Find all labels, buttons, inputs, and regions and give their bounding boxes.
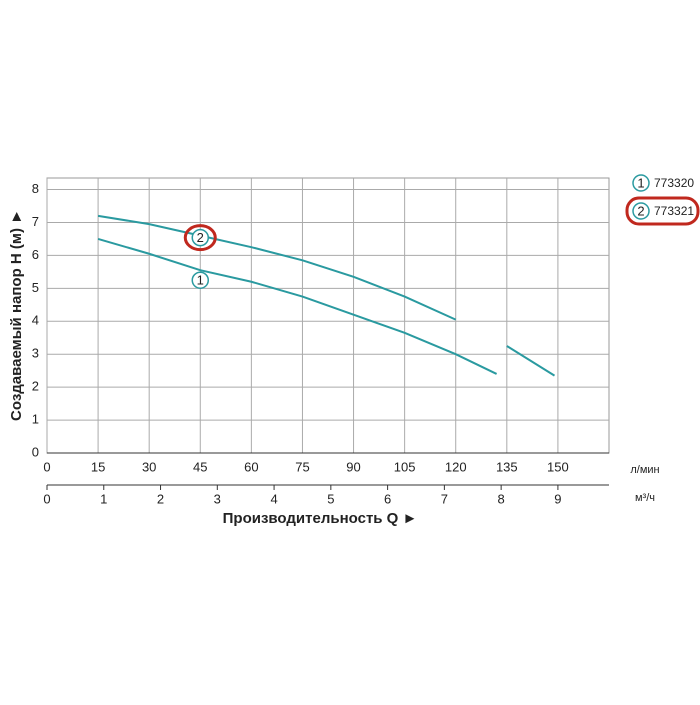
x-tick-label: 60 (244, 459, 258, 474)
plot-frame (46, 177, 610, 454)
x-tick-label: 45 (193, 459, 207, 474)
x-tick-label: 30 (142, 459, 156, 474)
series-line (97, 237, 498, 375)
x-tick-label: 0 (43, 459, 50, 474)
y-tick-label: 0 (32, 444, 39, 459)
x2-tick-label: 3 (214, 491, 221, 506)
x2-tick-label: 5 (327, 491, 334, 506)
y-tick-label: 1 (32, 412, 39, 427)
legend-highlight (625, 196, 700, 226)
x2-tick-label: 4 (270, 491, 277, 506)
x-tick-label: 150 (547, 459, 569, 474)
x2-tick-label: 0 (43, 491, 50, 506)
highlight-ring (183, 224, 217, 252)
marker-label: 1 (637, 175, 644, 190)
y-axis-label: Создаваемый напор H (м) ► (8, 209, 25, 421)
marker-circle (191, 271, 210, 289)
y-tick-label: 8 (32, 181, 39, 196)
x-axis-label: Производительность Q ► (223, 510, 418, 527)
y-tick-label: 2 (32, 379, 39, 394)
x-tick-label: 105 (394, 459, 416, 474)
x-unit: л/мин (630, 464, 659, 476)
x2-tick-label: 9 (554, 491, 561, 506)
x-tick-label: 90 (346, 459, 360, 474)
x2-tick-label: 8 (498, 491, 505, 506)
y-tick-label: 7 (32, 214, 39, 229)
x2-unit: м³/ч (635, 492, 655, 504)
x-tick-label: 120 (445, 459, 467, 474)
x-tick-label: 15 (91, 459, 105, 474)
x2-tick-label: 6 (384, 491, 391, 506)
marker-circle (191, 228, 210, 247)
marker-circle (632, 202, 650, 220)
x-tick-label: 135 (496, 459, 518, 474)
y-tick-label: 6 (32, 247, 39, 262)
marker-circle (632, 174, 650, 192)
legend-label: 773321 (654, 204, 694, 218)
x2-tick-label: 1 (100, 491, 107, 506)
series-line (97, 214, 556, 377)
marker-label: 2 (637, 203, 644, 218)
y-tick-label: 4 (32, 313, 39, 328)
y-tick-label: 5 (32, 280, 39, 295)
x-tick-label: 75 (295, 459, 309, 474)
x2-tick-label: 2 (157, 491, 164, 506)
y-tick-label: 3 (32, 346, 39, 361)
marker-label: 2 (197, 230, 204, 245)
x2-tick-label: 7 (441, 491, 448, 506)
legend-label: 773320 (654, 176, 694, 190)
marker-label: 1 (197, 273, 204, 288)
